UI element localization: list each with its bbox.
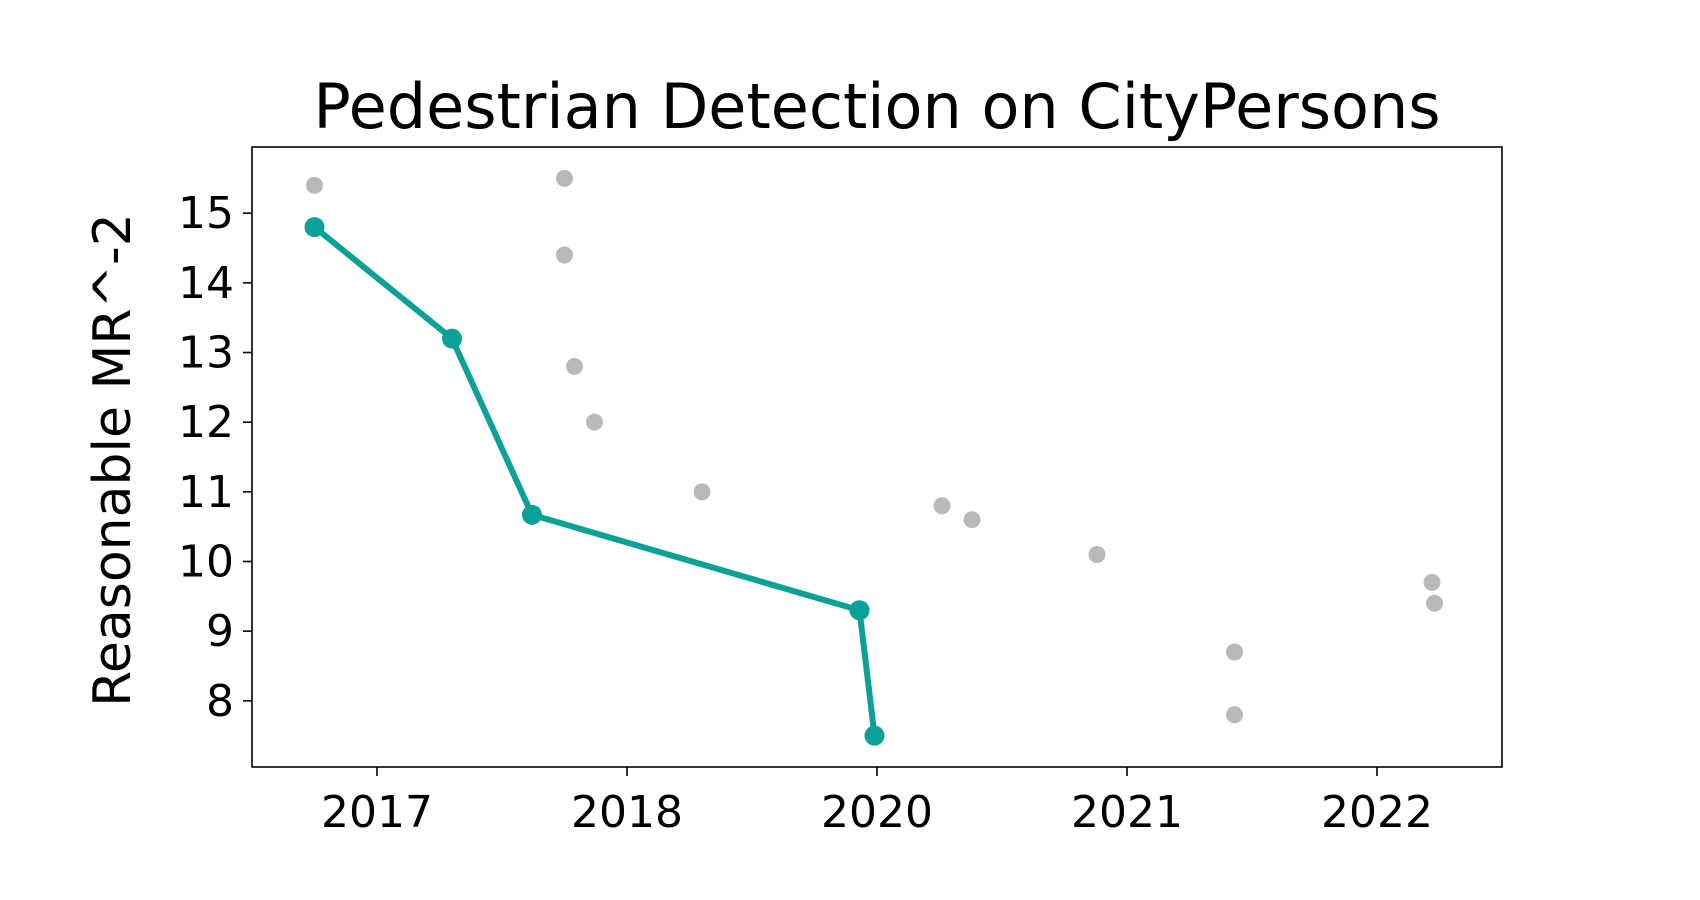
scatter-point xyxy=(1226,643,1243,661)
scatter-point xyxy=(1423,573,1441,591)
y-tick-label: 8 xyxy=(206,676,234,727)
plot-area xyxy=(251,146,1503,768)
scatter-point xyxy=(933,497,951,515)
y-axis: 8 9 10 11 12 13 14 15 xyxy=(178,188,252,727)
frontier-line xyxy=(312,224,878,737)
x-tick-label: 2022 xyxy=(1321,787,1433,838)
y-tick-label: 15 xyxy=(178,188,234,239)
scatter-point xyxy=(556,169,573,187)
scatter-point xyxy=(1226,706,1243,724)
scatter-point xyxy=(566,357,583,375)
scatter-point xyxy=(1088,546,1106,564)
x-tick-label: 2021 xyxy=(1071,787,1183,838)
frontier-point xyxy=(442,328,462,349)
frontier-point xyxy=(864,725,885,746)
y-tick-label: 12 xyxy=(178,397,234,448)
y-tick-label: 10 xyxy=(178,536,234,587)
scatter-point xyxy=(693,483,711,501)
y-axis-label: Reasonable MR^-2 xyxy=(83,213,143,707)
x-axis: 2017 2018 2020 2021 2022 xyxy=(321,767,1433,838)
frontier-point xyxy=(849,600,870,621)
chart-title: Pedestrian Detection on CityPersons xyxy=(313,70,1440,143)
y-tick-label: 14 xyxy=(178,258,234,309)
y-tick-label: 9 xyxy=(206,606,234,657)
scatter-point xyxy=(963,511,981,529)
x-tick-label: 2017 xyxy=(321,787,433,838)
y-tick-label: 11 xyxy=(178,467,234,518)
scatter-point xyxy=(586,413,603,431)
frontier-point xyxy=(304,217,325,238)
frontier-point xyxy=(522,504,542,525)
y-tick-label: 13 xyxy=(178,328,234,379)
scatter-point xyxy=(1426,594,1443,612)
x-tick-label: 2020 xyxy=(821,787,933,838)
scatter-point xyxy=(556,246,573,264)
x-tick-label: 2018 xyxy=(571,787,683,838)
scatter-point xyxy=(306,176,323,194)
series-layer xyxy=(304,169,1443,746)
